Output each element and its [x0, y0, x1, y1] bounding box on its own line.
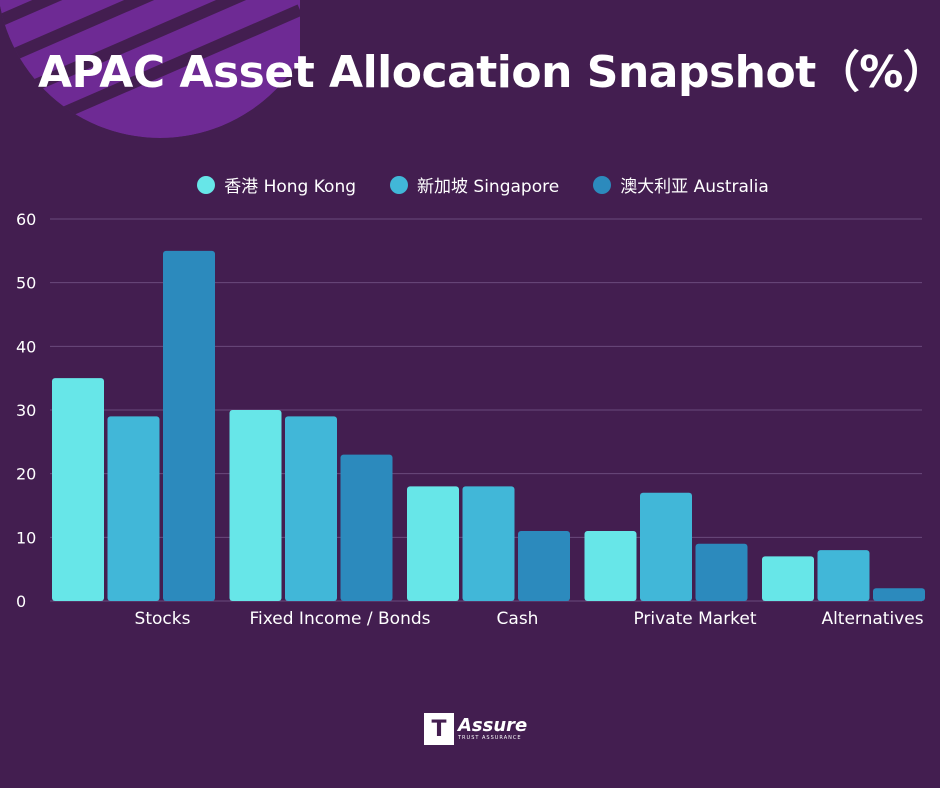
bar [340, 454, 393, 601]
x-tick-label: Fixed Income / Bonds [249, 609, 430, 629]
legend-label: 澳大利亚 Australia [620, 177, 769, 197]
y-tick-label: 10 [16, 528, 36, 547]
logo-mark: T [424, 713, 454, 745]
bar-chart: 0 10 20 30 40 50 60 Stocks Fixed Income / Bonds C… [16, 210, 925, 629]
y-tick-label: 50 [16, 274, 36, 293]
legend-swatch [390, 175, 409, 194]
legend-item-singapore: 新加坡 Singapore [390, 172, 559, 197]
bar [584, 530, 637, 601]
bar [518, 530, 570, 601]
bar [407, 486, 459, 601]
decorative-circle-graphic [0, 0, 300, 138]
bar [107, 416, 160, 601]
chart-title: APAC Asset Allocation Snapshot（%） [38, 47, 940, 98]
bar [52, 378, 104, 601]
y-tick-label: 30 [16, 401, 36, 420]
legend-label: 新加坡 Singapore [417, 177, 560, 197]
legend-swatch [593, 175, 612, 194]
legend-label: 香港 Hong Kong [224, 177, 357, 197]
bar [762, 556, 814, 601]
x-tick-label: Stocks [135, 609, 191, 629]
x-tick-label: Alternatives [821, 609, 923, 629]
brand-logo: T Assure TRUST ASSURANCE [424, 713, 527, 745]
bar [817, 550, 870, 601]
x-tick-label: Private Market [633, 609, 756, 629]
bar [163, 250, 215, 602]
x-tick-label: Cash [497, 609, 539, 629]
legend-swatch [197, 175, 216, 194]
bar [229, 410, 282, 601]
bar [462, 486, 515, 601]
y-tick-label: 60 [16, 210, 36, 229]
logo-tagline: TRUST ASSURANCE [458, 735, 522, 741]
bar [873, 588, 925, 601]
bar [695, 543, 748, 601]
legend-item-hong-kong: 香港 Hong Kong [197, 172, 356, 197]
y-tick-label: 40 [16, 337, 36, 356]
legend-item-australia: 澳大利亚 Australia [593, 172, 769, 197]
y-tick-label: 0 [16, 592, 26, 611]
legend: 香港 Hong Kong 新加坡 Singapore 澳大利亚 Australi… [0, 172, 940, 197]
logo-word: Assure [458, 715, 528, 736]
y-tick-label: 20 [16, 465, 36, 484]
bar [640, 492, 692, 601]
bar [285, 416, 337, 601]
